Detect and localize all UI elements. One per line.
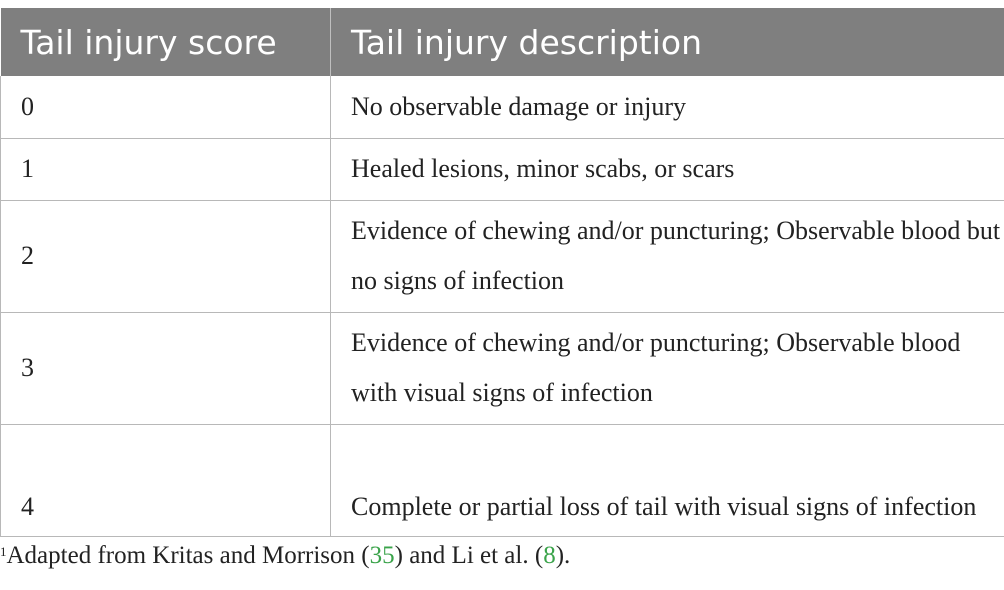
table-footnote: 1Adapted from Kritas and Morrison (35) a… <box>0 542 570 570</box>
description-cell: Healed lesions, minor scabs, or scars <box>330 138 1004 201</box>
footnote-text-before: Adapted from Kritas and Morrison ( <box>6 542 370 569</box>
table-header-row: Tail injury score Tail injury descriptio… <box>0 8 1004 76</box>
description-cell: Complete or partial loss of tail with vi… <box>330 424 1004 537</box>
tail-injury-table: Tail injury score Tail injury descriptio… <box>0 8 1004 537</box>
table-row: 3 Evidence of chewing and/or puncturing;… <box>0 312 1004 425</box>
table-row: 2 Evidence of chewing and/or puncturing;… <box>0 200 1004 313</box>
description-cell: Evidence of chewing and/or puncturing; O… <box>330 312 1004 425</box>
score-cell: 3 <box>0 312 331 425</box>
column-header-score: Tail injury score <box>0 8 331 76</box>
table-row: 0 No observable damage or injury <box>0 76 1004 139</box>
tail-injury-table-container: Tail injury score Tail injury descriptio… <box>0 8 1004 537</box>
score-cell: 0 <box>0 76 331 139</box>
score-cell: 2 <box>0 200 331 313</box>
description-cell: No observable damage or injury <box>330 76 1004 139</box>
footnote-text-after: ). <box>555 542 571 569</box>
reference-link-35[interactable]: 35 <box>369 542 395 569</box>
reference-link-8[interactable]: 8 <box>543 542 556 569</box>
table-row: 4 Complete or partial loss of tail with … <box>0 424 1004 537</box>
table-row: 1 Healed lesions, minor scabs, or scars <box>0 138 1004 201</box>
description-cell: Evidence of chewing and/or puncturing; O… <box>330 200 1004 313</box>
column-header-description: Tail injury description <box>330 8 1004 76</box>
footnote-text-middle: ) and Li et al. ( <box>394 542 544 569</box>
score-cell: 4 <box>0 424 331 537</box>
footnote-marker: 1 <box>0 544 7 559</box>
score-cell: 1 <box>0 138 331 201</box>
